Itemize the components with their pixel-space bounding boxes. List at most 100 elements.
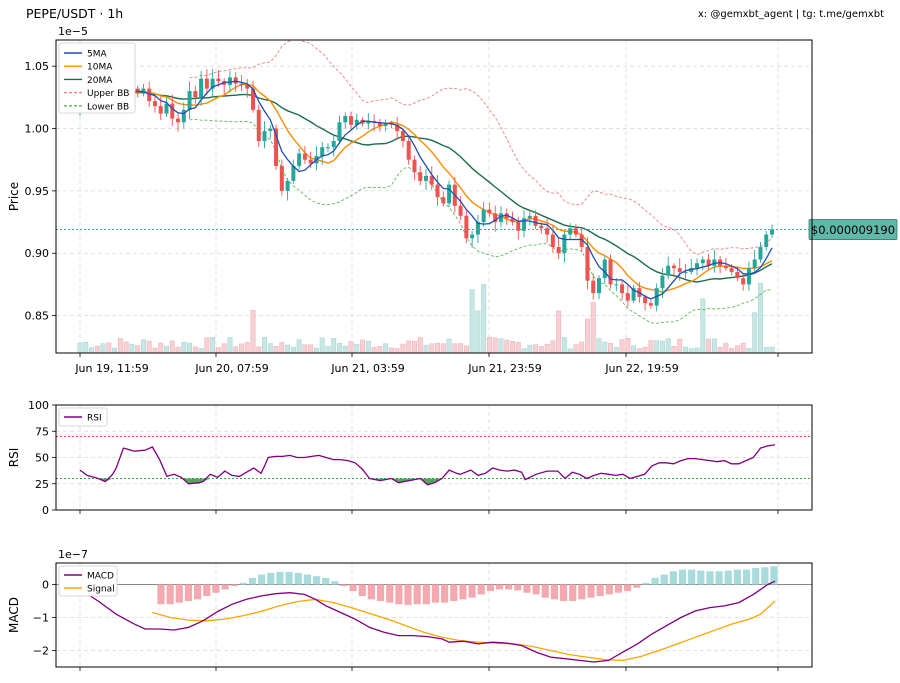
candle-body bbox=[562, 234, 567, 254]
legend-label: Signal bbox=[87, 585, 115, 595]
macd-histogram-bar bbox=[587, 584, 595, 598]
volume-bar bbox=[100, 343, 106, 354]
candle-body bbox=[602, 259, 607, 279]
candle-body bbox=[291, 165, 296, 181]
candle-body bbox=[493, 213, 498, 223]
candle-body bbox=[597, 278, 601, 294]
macd-histogram-bar bbox=[477, 584, 485, 595]
candle-body bbox=[608, 259, 613, 285]
panel-frame bbox=[55, 404, 813, 511]
macd-histogram-bar bbox=[596, 584, 604, 597]
macd-histogram-bar bbox=[376, 584, 385, 601]
candle-body bbox=[383, 123, 388, 127]
y-tick-label: 0.95 bbox=[25, 185, 50, 198]
candle-body bbox=[706, 259, 711, 266]
volume-bar bbox=[371, 347, 377, 354]
macd-histogram-bar bbox=[761, 567, 769, 585]
candle-body bbox=[256, 109, 261, 142]
macd-histogram-bar bbox=[486, 584, 494, 592]
macd-histogram-bar bbox=[715, 571, 723, 585]
candle-body bbox=[643, 296, 648, 304]
macd-histogram-bar bbox=[431, 584, 440, 603]
volume-bar bbox=[648, 340, 654, 354]
macd-histogram-bar bbox=[258, 574, 266, 585]
y-axis-label: RSI bbox=[7, 448, 21, 468]
macd-histogram-bar bbox=[642, 582, 650, 585]
candle-body bbox=[164, 103, 169, 114]
lower-bb-line bbox=[189, 118, 773, 324]
candle-body bbox=[377, 122, 382, 127]
volume-bar bbox=[758, 282, 763, 354]
volume-bar bbox=[550, 340, 556, 354]
macd-histogram-bar bbox=[678, 569, 687, 585]
volume-bar bbox=[319, 337, 325, 354]
candle-body bbox=[262, 131, 267, 142]
x-tick-label: Jun 20, 07:59 bbox=[194, 362, 268, 375]
volume-bar bbox=[412, 340, 417, 354]
candle-body bbox=[325, 147, 330, 149]
candle-body bbox=[349, 116, 354, 125]
macd-histogram-bar bbox=[550, 584, 559, 600]
volume-bar bbox=[746, 347, 752, 354]
y-tick-label: 50 bbox=[35, 452, 49, 465]
volume-bar bbox=[734, 345, 740, 354]
candle-body bbox=[729, 268, 734, 272]
volume-bar bbox=[619, 339, 625, 354]
y-tick-label: 0 bbox=[42, 504, 49, 517]
candle-body bbox=[187, 91, 192, 110]
volume-bar bbox=[89, 347, 94, 354]
macd-histogram-bar bbox=[505, 584, 513, 590]
macd-histogram-bar bbox=[532, 584, 540, 595]
volume-bar bbox=[613, 347, 619, 354]
volume-bar bbox=[763, 347, 769, 354]
volume-bar bbox=[533, 344, 539, 354]
macd-histogram-bar bbox=[175, 584, 183, 603]
macd-histogram-bar bbox=[669, 571, 677, 585]
macd-histogram-bar bbox=[441, 584, 449, 603]
volume-bar bbox=[192, 346, 198, 354]
macd-histogram-bar bbox=[614, 584, 623, 593]
macd-histogram-bar bbox=[724, 570, 732, 585]
volume-bar bbox=[423, 344, 429, 354]
candle-body bbox=[625, 293, 630, 301]
volume-bar bbox=[256, 346, 262, 354]
volume-bar bbox=[348, 341, 354, 354]
volume-bar bbox=[585, 318, 590, 354]
volume-bar bbox=[590, 302, 596, 354]
volume-bar bbox=[239, 343, 244, 354]
candle-body bbox=[331, 141, 336, 148]
volume-bar bbox=[608, 343, 613, 354]
volume-bar bbox=[164, 345, 169, 354]
candle-body bbox=[412, 159, 417, 173]
candle-body bbox=[568, 228, 573, 235]
volume-bar bbox=[602, 341, 608, 354]
candle-body bbox=[176, 118, 181, 123]
volume-bar bbox=[187, 342, 193, 354]
volume-bar bbox=[394, 348, 400, 354]
candle-body bbox=[251, 88, 255, 110]
volume-bar bbox=[683, 346, 688, 354]
candle-body bbox=[274, 128, 279, 166]
volume-bar bbox=[659, 340, 665, 354]
candle-body bbox=[181, 109, 186, 123]
candle-body bbox=[447, 184, 452, 204]
candle-body bbox=[631, 288, 636, 301]
candle-body bbox=[285, 180, 290, 191]
volume-bar bbox=[544, 344, 550, 354]
macd-histogram-bar bbox=[395, 584, 403, 605]
macd-histogram-bar bbox=[450, 584, 458, 601]
candle-body bbox=[585, 247, 590, 281]
macd-histogram-bar bbox=[404, 584, 412, 605]
candle-body bbox=[429, 175, 434, 185]
volume-bar bbox=[169, 340, 175, 354]
volume-bar bbox=[642, 346, 648, 354]
volume-bar bbox=[227, 337, 233, 354]
volume-bar bbox=[671, 345, 677, 354]
volume-bar bbox=[354, 343, 360, 354]
candle-body bbox=[591, 280, 596, 294]
volume-bar bbox=[481, 284, 487, 354]
volume-bar bbox=[688, 348, 694, 354]
candle-body bbox=[527, 215, 532, 219]
volume-bar bbox=[429, 343, 435, 354]
macd-histogram-bar bbox=[541, 584, 549, 598]
